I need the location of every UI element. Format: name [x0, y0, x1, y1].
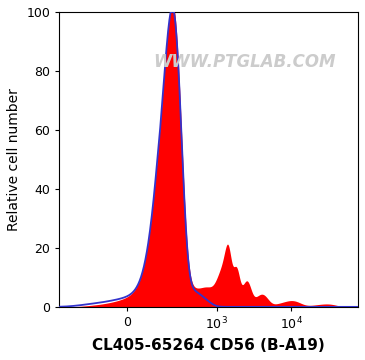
Text: WWW.PTGLAB.COM: WWW.PTGLAB.COM — [153, 53, 336, 71]
Y-axis label: Relative cell number: Relative cell number — [7, 88, 21, 231]
X-axis label: CL405-65264 CD56 (B-A19): CL405-65264 CD56 (B-A19) — [92, 338, 325, 353]
